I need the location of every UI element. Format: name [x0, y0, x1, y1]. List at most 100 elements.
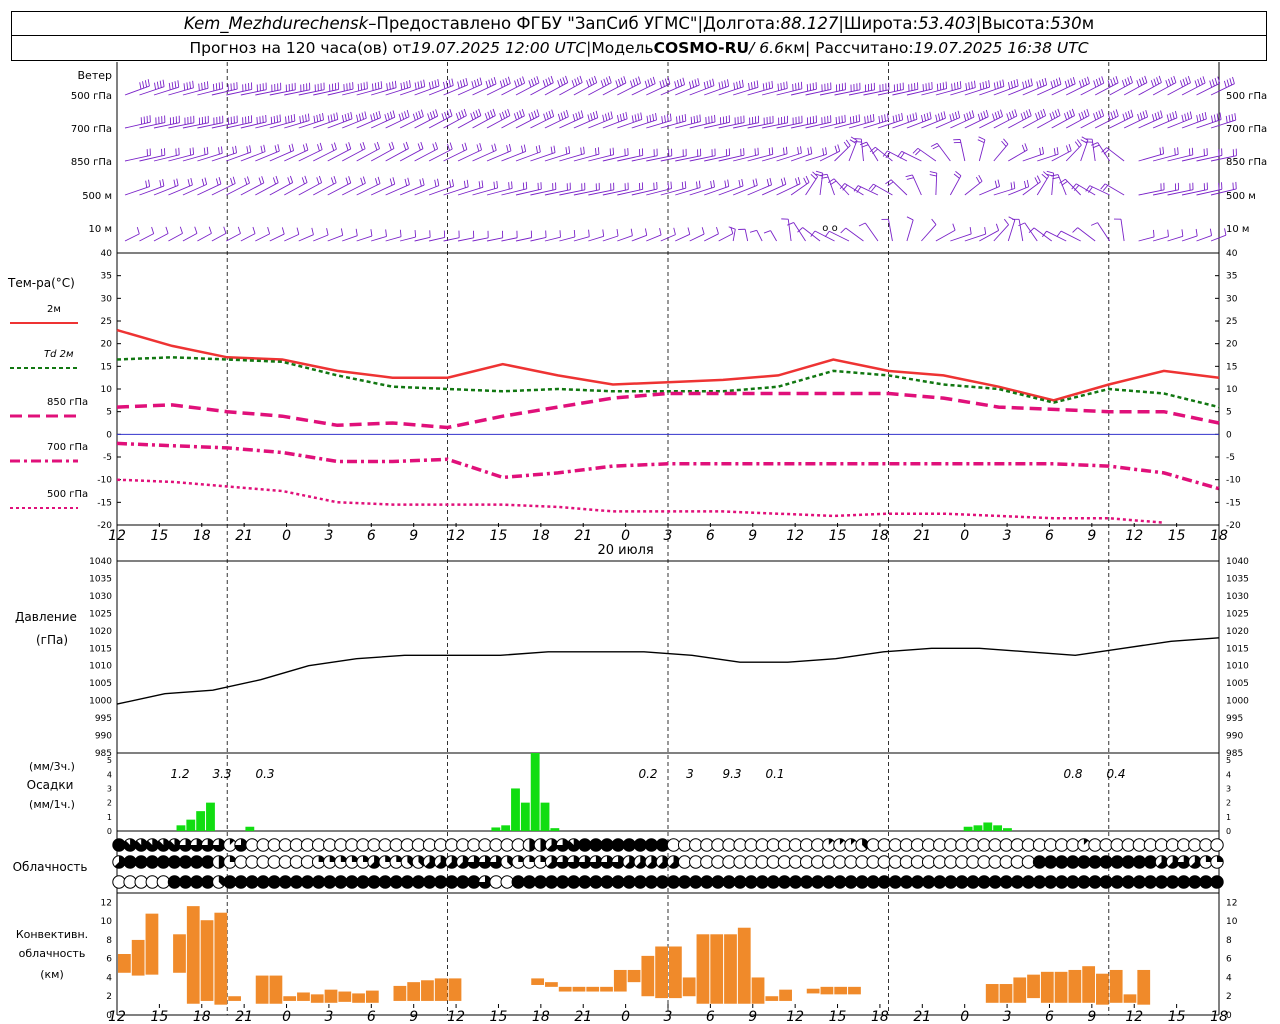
- wind-barb-feather: [206, 146, 209, 154]
- wind-barb-feather: [842, 184, 848, 191]
- wind-barb: [829, 230, 850, 242]
- wind-barb: [124, 85, 150, 96]
- wind-barb-feather: [302, 144, 306, 152]
- wind-barb: [124, 121, 151, 129]
- cloud-cover-symbol: [644, 838, 659, 852]
- wind-barb-feather: [1181, 114, 1184, 122]
- wind-barb-feather: [616, 115, 620, 123]
- precip-total-label: 0.4: [1106, 767, 1125, 781]
- wind-barb-feather: [739, 80, 741, 88]
- precip-bar: [983, 822, 993, 831]
- cloud-symbol-fill: [1110, 855, 1124, 869]
- cloud-symbol-outline: [722, 838, 736, 852]
- wind-barb-feather: [1138, 78, 1143, 86]
- wind-barb: [428, 237, 445, 242]
- cloud-symbol-fill: [1044, 855, 1057, 869]
- wind-barb-feather: [977, 139, 985, 144]
- wind-barb-feather: [1056, 147, 1059, 155]
- wind-barb-feather: [1085, 185, 1091, 192]
- temp-tick-right: -5: [1226, 453, 1235, 463]
- cloud-cover-symbol: [489, 855, 503, 869]
- wind-barb: [660, 234, 676, 242]
- wind-barb-feather: [1098, 77, 1102, 85]
- wind-barb: [921, 117, 946, 129]
- cloud-symbol-outline: [910, 838, 925, 852]
- cloud-symbol-fill: [146, 838, 159, 852]
- wind-barb: [993, 143, 1009, 162]
- wind-barb-feather: [755, 178, 758, 186]
- wind-barb-feather: [347, 112, 350, 120]
- temp-legend-label: Td 2м: [44, 349, 74, 360]
- wind-barb-feather: [378, 110, 382, 118]
- wind-barb: [877, 119, 903, 129]
- calc-time: 19.07.2025 16:38 UTC: [913, 39, 1089, 57]
- cloud-symbol-fill: [911, 875, 924, 889]
- cloud-cover-symbol: [899, 875, 914, 889]
- wind-barb: [892, 118, 918, 129]
- cloud-symbol-fill: [767, 875, 780, 889]
- conv-cloud-bar: [1082, 966, 1096, 1003]
- wind-barb: [153, 154, 180, 162]
- wind-barb-feather: [885, 179, 892, 185]
- cloud-cover-symbol: [212, 855, 226, 869]
- wind-barb: [371, 87, 397, 96]
- wind-barb-feather: [576, 77, 581, 85]
- wind-barb: [240, 182, 265, 196]
- wind-barb: [1152, 82, 1177, 96]
- cloud-symbol-outline: [899, 838, 914, 852]
- cloud-symbol-fill: [1110, 875, 1124, 889]
- wind-barb-feather: [557, 80, 561, 88]
- wind-barb-feather: [620, 77, 624, 85]
- conv-cloud-bar: [1013, 977, 1027, 1003]
- wind-barb: [704, 154, 730, 162]
- cloud-symbol-outline: [445, 838, 459, 852]
- hour-tick-label: 15: [490, 528, 508, 544]
- hour-tick-label: 0: [282, 1009, 291, 1024]
- wind-barb: [979, 185, 1000, 196]
- wind-barb-feather: [905, 174, 913, 178]
- hour-tick-label: 6: [367, 1009, 376, 1024]
- wind-barb: [733, 86, 759, 96]
- wind-barb: [805, 121, 832, 129]
- precip-bar: [491, 827, 501, 831]
- wind-barb-feather: [696, 115, 698, 123]
- cloud-cover-symbol: [1132, 875, 1147, 889]
- wind-barb-feather: [223, 226, 227, 234]
- cloud-symbol-fill: [556, 855, 569, 869]
- precip-total-label: 0.1: [765, 767, 784, 781]
- title-bar: Kem_Mezhdurechensk – Предоставлено ФГБУ …: [11, 11, 1267, 36]
- cloud-symbol-outline: [1154, 838, 1169, 852]
- wind-barb-feather: [420, 141, 424, 149]
- cloud-cover-symbol: [666, 855, 681, 869]
- cloud-symbol-outline: [489, 875, 503, 889]
- conv-tick-right: 4: [1226, 973, 1232, 983]
- cloud-cover-symbol: [966, 855, 980, 869]
- cloud-symbol-outline: [134, 875, 148, 889]
- cloud-symbol-fill: [212, 838, 225, 852]
- wind-barb-feather: [850, 136, 858, 141]
- wind-barb-feather: [810, 174, 817, 180]
- wind-barb: [399, 184, 425, 196]
- conv-cloud-bar: [269, 975, 283, 1004]
- cloud-cover-symbol: [1077, 855, 1091, 869]
- cloud-cover-symbol: [910, 875, 925, 889]
- precip-bar: [1003, 828, 1012, 831]
- wind-barb: [901, 150, 922, 162]
- hour-tick-label: 15: [1168, 528, 1186, 544]
- wind-barb-feather: [290, 114, 293, 122]
- cloud-symbol-fill: [866, 875, 880, 889]
- wind-barb-feather: [909, 114, 912, 122]
- cloud-cover-symbol: [267, 875, 281, 889]
- pressure-tick-right: 1015: [1226, 644, 1249, 654]
- cloud-symbol-fill: [1033, 855, 1046, 869]
- wind-barb: [762, 87, 788, 96]
- wind-barb-feather: [344, 113, 347, 122]
- wind-barb-feather: [969, 111, 972, 119]
- wind-barb-feather: [670, 181, 672, 189]
- wind-barb-feather: [1172, 112, 1175, 120]
- wind-barb: [559, 116, 584, 129]
- wind-barb: [1080, 82, 1104, 96]
- cloud-symbol-fill: [1099, 855, 1113, 869]
- wind-barb-feather: [659, 80, 663, 88]
- cloud-cover-symbol: [378, 875, 392, 889]
